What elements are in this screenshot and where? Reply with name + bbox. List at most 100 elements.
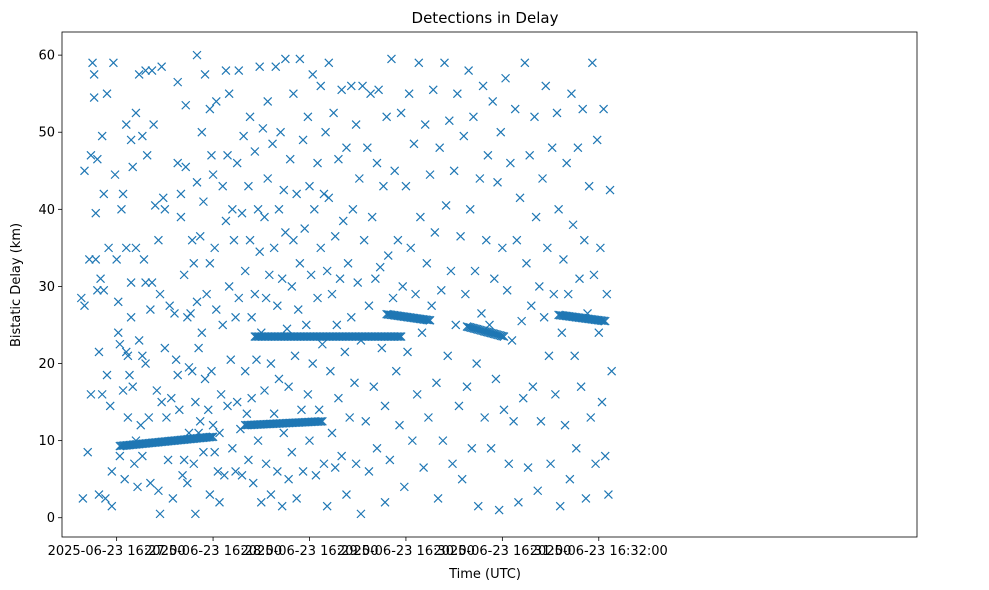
detection-marker bbox=[559, 255, 568, 264]
detection-marker bbox=[555, 501, 565, 511]
detection-marker bbox=[91, 255, 101, 264]
detection-marker bbox=[520, 58, 530, 68]
detection-marker bbox=[154, 486, 163, 496]
detection-marker bbox=[451, 320, 461, 330]
detection-marker bbox=[149, 120, 159, 129]
detection-marker bbox=[158, 193, 168, 203]
detection-marker bbox=[128, 382, 138, 392]
detection-marker bbox=[372, 443, 382, 453]
detection-marker bbox=[285, 154, 295, 164]
detection-marker bbox=[462, 382, 472, 392]
detection-marker bbox=[550, 389, 560, 399]
detection-marker bbox=[568, 220, 578, 230]
detection-marker bbox=[226, 355, 236, 365]
detection-marker bbox=[591, 459, 600, 469]
detection-marker bbox=[105, 401, 115, 411]
detection-marker bbox=[330, 231, 340, 241]
detection-marker bbox=[353, 278, 363, 287]
detection-marker bbox=[330, 463, 340, 473]
detection-marker bbox=[332, 320, 342, 330]
detection-marker bbox=[518, 393, 528, 403]
detection-marker bbox=[399, 482, 409, 492]
detection-marker bbox=[186, 308, 195, 318]
detection-marker bbox=[464, 66, 474, 75]
detection-marker bbox=[364, 467, 374, 476]
detection-marker bbox=[86, 150, 96, 160]
detection-marker bbox=[587, 58, 597, 68]
detection-marker bbox=[443, 351, 453, 361]
detection-marker bbox=[256, 497, 266, 507]
detection-marker bbox=[141, 66, 150, 75]
track-marker bbox=[499, 332, 509, 341]
detection-marker bbox=[406, 243, 416, 253]
detection-marker bbox=[427, 301, 437, 311]
detection-marker bbox=[364, 301, 374, 311]
detection-marker bbox=[595, 243, 605, 253]
detection-marker bbox=[141, 278, 150, 287]
detection-marker bbox=[604, 490, 613, 500]
detection-marker bbox=[308, 359, 318, 368]
detection-marker bbox=[504, 459, 514, 469]
detection-marker bbox=[266, 359, 276, 368]
detection-marker bbox=[121, 120, 131, 129]
detection-marker bbox=[134, 335, 144, 345]
detection-marker bbox=[478, 81, 488, 91]
detection-marker bbox=[190, 509, 200, 519]
track-marker bbox=[316, 416, 326, 426]
detection-marker bbox=[211, 305, 221, 314]
track-marker bbox=[205, 432, 215, 442]
detection-marker bbox=[422, 258, 432, 268]
x-tick-label: 2025-06-23 16:29:00 bbox=[240, 544, 378, 559]
detection-marker bbox=[459, 131, 469, 141]
detection-marker bbox=[227, 443, 237, 453]
detection-marker bbox=[436, 285, 446, 295]
detection-marker bbox=[170, 308, 179, 318]
detection-marker bbox=[268, 139, 277, 149]
detection-marker bbox=[345, 413, 355, 422]
detection-marker bbox=[234, 293, 244, 303]
detection-marker bbox=[430, 228, 440, 237]
detection-marker bbox=[237, 470, 247, 480]
detection-marker bbox=[303, 389, 313, 399]
detection-marker bbox=[131, 108, 141, 118]
detection-marker bbox=[211, 96, 221, 106]
detection-marker bbox=[428, 85, 438, 95]
detection-marker bbox=[485, 320, 494, 330]
detection-marker bbox=[433, 494, 443, 503]
detection-marker bbox=[129, 459, 139, 469]
detection-marker bbox=[494, 505, 504, 515]
detection-marker bbox=[207, 366, 216, 376]
detection-marker bbox=[141, 359, 150, 368]
detection-marker bbox=[605, 185, 615, 195]
detection-marker bbox=[126, 312, 136, 322]
detection-marker bbox=[289, 235, 298, 245]
detection-marker bbox=[207, 150, 216, 160]
chart-title: Detections in Delay bbox=[412, 9, 559, 27]
detection-marker bbox=[88, 58, 97, 68]
detection-marker bbox=[359, 235, 369, 245]
detection-marker bbox=[409, 139, 419, 149]
detection-marker bbox=[530, 112, 539, 122]
detection-marker bbox=[92, 285, 102, 295]
detection-marker bbox=[597, 397, 607, 407]
detection-marker bbox=[380, 497, 390, 507]
detection-marker bbox=[571, 443, 581, 453]
detection-marker bbox=[579, 235, 589, 245]
detection-marker bbox=[456, 231, 465, 241]
detection-marker bbox=[128, 162, 138, 172]
detection-marker bbox=[531, 212, 541, 222]
detection-marker bbox=[483, 150, 493, 160]
detection-marker bbox=[113, 328, 123, 338]
detection-marker bbox=[542, 243, 552, 253]
detection-marker bbox=[388, 293, 398, 303]
detection-marker bbox=[505, 158, 515, 168]
detection-marker bbox=[258, 123, 268, 133]
detection-marker bbox=[125, 370, 134, 380]
detection-marker bbox=[414, 58, 424, 68]
detection-marker bbox=[348, 204, 358, 214]
detection-marker bbox=[181, 100, 191, 110]
detection-marker bbox=[147, 278, 157, 287]
detection-marker bbox=[317, 339, 327, 349]
y-tick-label: 40 bbox=[38, 203, 55, 218]
